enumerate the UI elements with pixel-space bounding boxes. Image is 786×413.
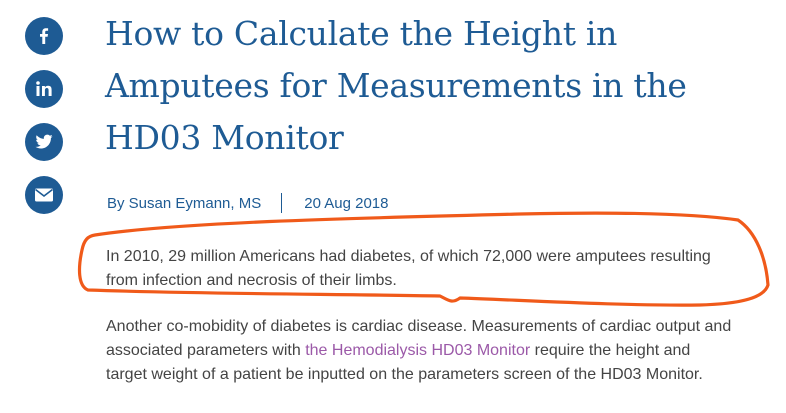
article-title: How to Calculate the Height in Amputees …: [105, 8, 765, 164]
linkedin-icon: [35, 80, 53, 98]
facebook-share-button[interactable]: [25, 17, 63, 55]
publish-date: 20 Aug 2018: [304, 194, 389, 212]
article-title-line: Amputees for Measurements in the: [105, 66, 687, 105]
body-paragraph-line: Another co-mobidity of diabetes is cardi…: [106, 318, 732, 335]
intro-paragraph: In 2010, 29 million Americans had diabet…: [106, 245, 786, 293]
facebook-icon: [35, 27, 53, 45]
body-paragraph-text: associated parameters with: [106, 342, 306, 359]
twitter-share-button[interactable]: [25, 123, 63, 161]
body-paragraph: Another co-mobidity of diabetes is cardi…: [106, 315, 786, 387]
intro-paragraph-line: from infection and necrosis of their lim…: [106, 272, 397, 289]
email-share-button[interactable]: [25, 176, 63, 214]
envelope-icon: [34, 187, 54, 203]
hd03-monitor-link[interactable]: the Hemodialysis HD03 Monitor: [305, 342, 531, 359]
author-name: By Susan Eymann, MS: [107, 194, 262, 212]
share-bar: [25, 17, 65, 229]
byline-divider: [281, 193, 283, 213]
linkedin-share-button[interactable]: [25, 70, 63, 108]
article-title-line: HD03 Monitor: [105, 118, 344, 157]
article-title-line: How to Calculate the Height in: [105, 14, 618, 53]
body-paragraph-line: target weight of a patient be inputted o…: [106, 366, 703, 383]
byline: By Susan Eymann, MS 20 Aug 2018: [107, 192, 389, 214]
twitter-icon: [35, 134, 53, 150]
intro-paragraph-line: In 2010, 29 million Americans had diabet…: [106, 248, 711, 265]
body-paragraph-text: require the height and: [530, 342, 691, 359]
